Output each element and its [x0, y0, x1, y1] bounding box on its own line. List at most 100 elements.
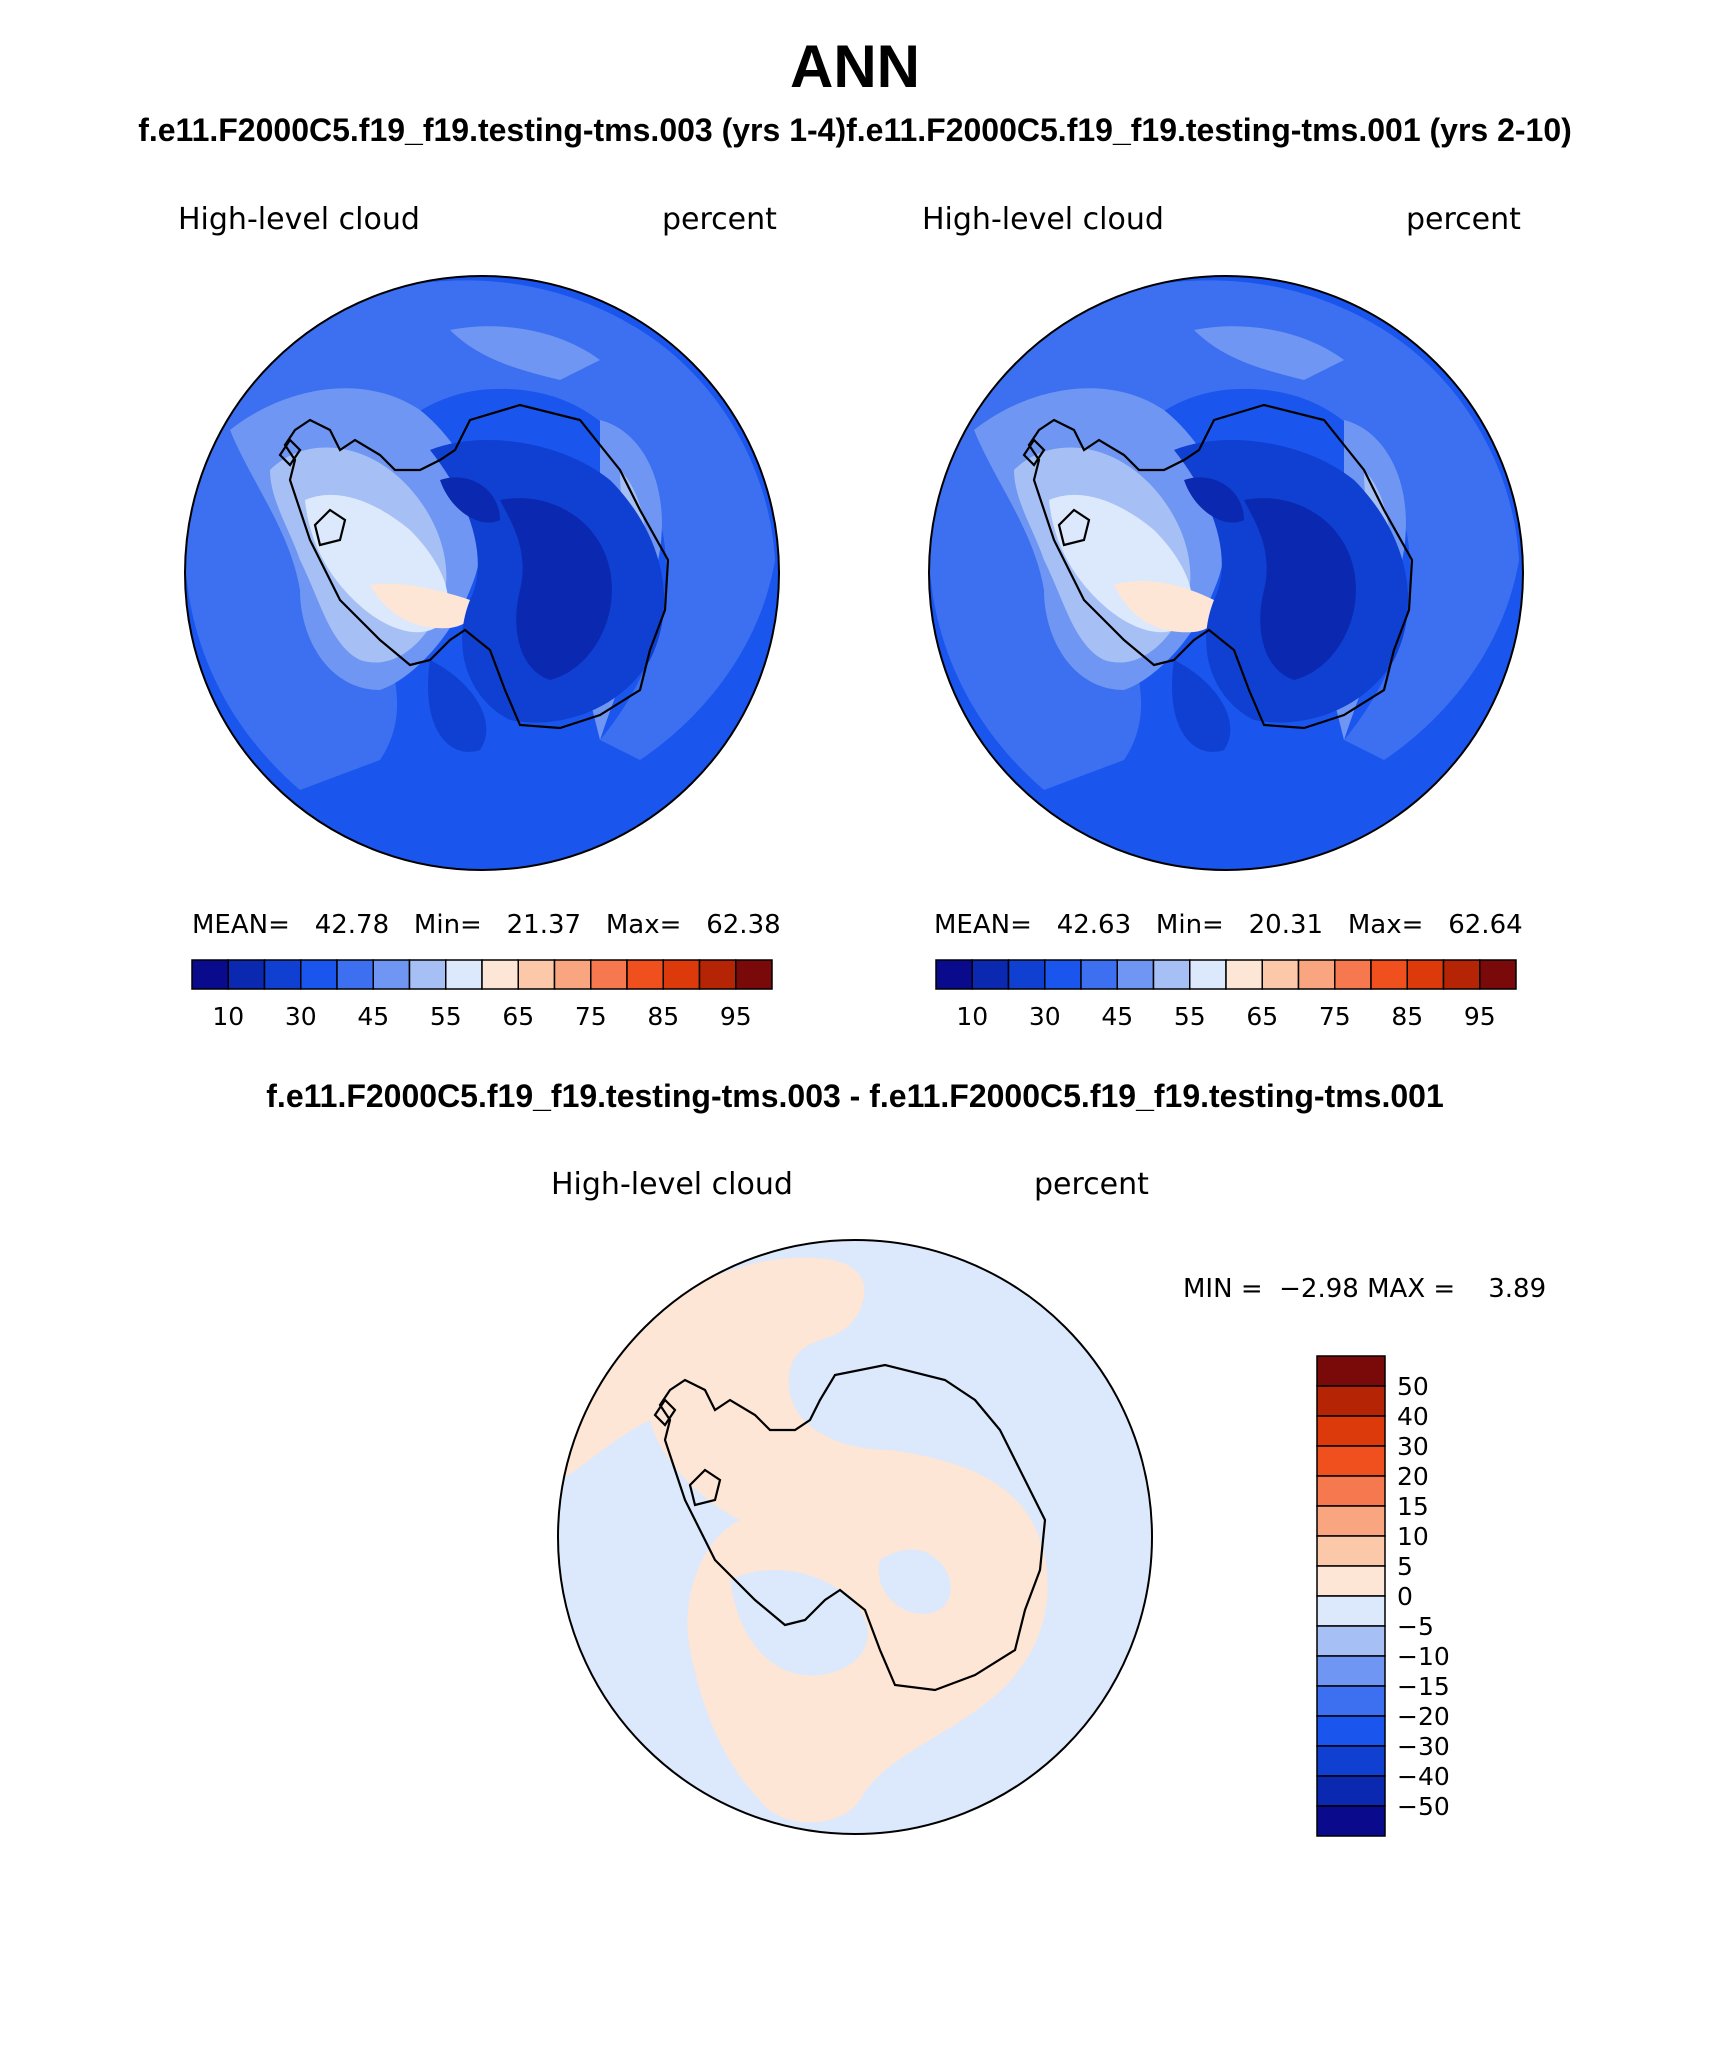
panel1-map-border — [184, 275, 780, 871]
panel3-colorbar-tick-label: −5 — [1397, 1612, 1434, 1641]
panel3-colorbar-tick-label: −30 — [1397, 1732, 1450, 1761]
panel1-colorbar-tick-label: 55 — [430, 1002, 462, 1031]
panel2-colorbar-tick-label: 95 — [1464, 1002, 1496, 1031]
panel3-colorbar-box — [1316, 1745, 1386, 1777]
panel3-positive-region — [560, 1257, 1048, 1823]
panel2-mean-label: MEAN= — [934, 910, 1032, 940]
panel1-contour-20 — [440, 477, 612, 680]
panel3-negative-patch-2 — [878, 1549, 951, 1614]
panel1-min-label: Min= — [413, 910, 482, 940]
panel1-colorbar-box — [590, 959, 628, 990]
panel2-colorbar-box — [1442, 959, 1481, 990]
panel3-colorbar-tick-label: −10 — [1397, 1642, 1450, 1671]
panel2-colorbar-box — [1007, 959, 1046, 990]
panel2-colorbar-box — [935, 959, 973, 990]
panel3-colorbar-tick-label: 40 — [1397, 1402, 1429, 1431]
panel1-max-value: 62.38 — [706, 910, 781, 940]
panel2-variable-label: High-level cloud — [922, 202, 1164, 237]
panel2-colorbar-box — [1479, 959, 1517, 990]
panel2-contour-20 — [1184, 477, 1356, 680]
panel3-peninsula-coast — [653, 1398, 722, 1507]
panel1-colorbar-box — [227, 959, 266, 990]
panel1-variable-label: High-level cloud — [178, 202, 420, 237]
subtitle-case-003: f.e11.F2000C5.f19_f19.testing-tms.003 (y… — [138, 112, 847, 148]
panel3-colorbar-box — [1316, 1565, 1386, 1597]
panel2-colorbar-tick-label: 85 — [1391, 1002, 1423, 1031]
panel1-mean-label: MEAN= — [192, 910, 290, 940]
panel3-colorbar-box — [1316, 1385, 1386, 1417]
panel2-colorbar-box — [1334, 959, 1372, 990]
panel2-colorbar-tick-label: 55 — [1174, 1002, 1206, 1031]
panel1-colorbar-tick-label: 45 — [357, 1002, 389, 1031]
panel1-min-value: 21.37 — [506, 910, 582, 940]
panel3-colorbar-box — [1316, 1655, 1386, 1687]
panel2-colorbar-box — [1297, 959, 1336, 990]
panel3-negative-patch-3 — [615, 1496, 690, 1564]
panel3-max-value: 3.89 — [1488, 1274, 1547, 1304]
panel1-colorbar-box — [735, 959, 773, 990]
panel1-colorbar-box — [517, 959, 556, 990]
panel1-colorbar-box — [662, 959, 701, 990]
panel2-colorbar-tick-label: 45 — [1101, 1002, 1133, 1031]
panel1-coastline — [283, 403, 670, 730]
panel1-colorbar-tick-label: 30 — [285, 1002, 317, 1031]
panel1-colorbar-tick-label: 75 — [575, 1002, 607, 1031]
panel3-units-label: percent — [1034, 1167, 1149, 1202]
panel1-colorbar-tick-label: 10 — [212, 1002, 244, 1031]
panel2-colorbar-box — [1080, 959, 1118, 990]
panel3-colorbar-tick-label: 15 — [1397, 1492, 1429, 1521]
panel2-coastline — [1027, 403, 1414, 730]
panel1-colorbar-box — [481, 959, 519, 990]
panel3-colorbar-box — [1316, 1775, 1386, 1807]
panel1-colorbar: 10 30 45 55 65 75 85 95 — [191, 959, 773, 1031]
panel2-colorbar-tick-label: 75 — [1319, 1002, 1351, 1031]
panel2-min-label: Min= — [1155, 910, 1224, 940]
panel3-negative-patch-1 — [730, 1570, 868, 1676]
panel1-units-label: percent — [662, 202, 777, 237]
panel1-peninsula-coast — [278, 438, 347, 547]
panel3-colorbar-tick-label: 10 — [1397, 1522, 1429, 1551]
panel3-colorbar-box — [1316, 1535, 1386, 1567]
panel3-colorbar-box — [1316, 1595, 1386, 1627]
panel3-colorbar-tick-label: 20 — [1397, 1462, 1429, 1491]
panel3-colorbar-box — [1316, 1415, 1386, 1447]
panel2-stats: MEAN= 42.63 Min= 20.31 Max= 62.64 — [934, 910, 1523, 940]
panel2-max-label: Max= — [1347, 910, 1424, 940]
panel2-colorbar-box — [1044, 959, 1082, 990]
panel3-colorbar-tick-label: 0 — [1397, 1582, 1413, 1611]
panel3-colorbar-box — [1316, 1625, 1386, 1657]
panel2-colorbar-tick-label: 65 — [1246, 1002, 1278, 1031]
panel1-stats: MEAN= 42.78 Min= 21.37 Max= 62.38 — [192, 910, 781, 940]
panel2-mean-value: 42.63 — [1056, 910, 1132, 940]
panel2-colorbar-box — [1370, 959, 1408, 990]
panel3-map-border — [557, 1239, 1153, 1835]
panel1-colorbar-box — [263, 959, 302, 990]
panel1-colorbar-tick-label: 95 — [720, 1002, 752, 1031]
panel2-contour-65 — [1114, 580, 1218, 633]
panel2-max-value: 62.64 — [1448, 910, 1523, 940]
panel3-colorbar-box — [1316, 1505, 1386, 1537]
panel2-colorbar-tick-label: 30 — [1029, 1002, 1061, 1031]
panel3-colorbar-box — [1316, 1475, 1386, 1507]
panel2-colorbar-box — [1406, 959, 1445, 990]
panel1-mean-value: 42.78 — [314, 910, 390, 940]
panel2-colorbar-box — [1116, 959, 1155, 990]
panel3-min-value: −2.98 — [1279, 1274, 1359, 1304]
panel3-colorbar-tick-label: −50 — [1397, 1792, 1450, 1821]
panel3-colorbar-tick-label: 30 — [1397, 1432, 1429, 1461]
figure-title: ANN — [790, 33, 920, 100]
panel2-map-border — [928, 275, 1524, 871]
panel2-peninsula-coast — [1022, 438, 1091, 547]
panel3-colorbar-box — [1316, 1805, 1386, 1837]
panel1-colorbar-box — [372, 959, 411, 990]
panel3-colorbar-box — [1316, 1355, 1386, 1387]
panel3-colorbar-tick-label: −40 — [1397, 1762, 1450, 1791]
panel1-colorbar-box — [445, 959, 483, 990]
panel2-colorbar-box — [1152, 959, 1191, 990]
panel3-colorbar-box — [1316, 1685, 1386, 1717]
panel2-units-label: percent — [1406, 202, 1521, 237]
panel3-colorbar-tick-label: 50 — [1397, 1372, 1429, 1401]
difference-title: f.e11.F2000C5.f19_f19.testing-tms.003 - … — [266, 1078, 1444, 1114]
